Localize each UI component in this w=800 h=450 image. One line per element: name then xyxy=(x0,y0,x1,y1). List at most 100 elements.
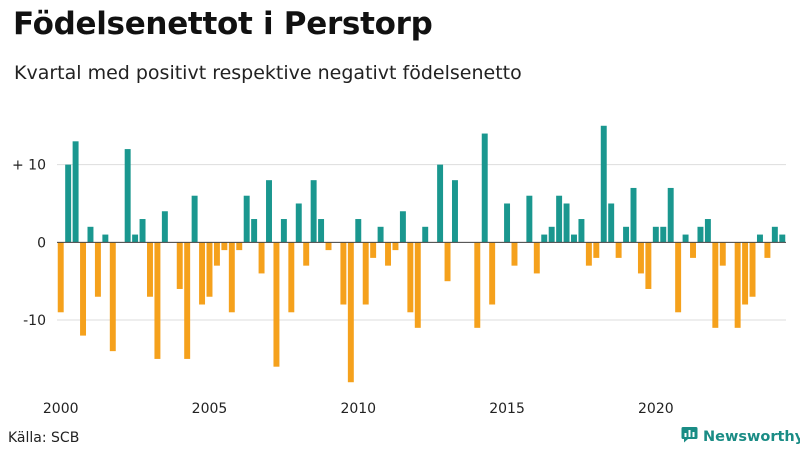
bar-2019Q2 xyxy=(630,187,637,243)
bar-2010Q4 xyxy=(377,226,384,243)
bar-2001Q4 xyxy=(109,242,116,352)
bar-2004Q1 xyxy=(176,242,183,289)
bar-2019Q4 xyxy=(645,242,652,289)
bar-2017Q2 xyxy=(571,234,577,243)
newsworthy-logo[interactable]: Newsworthy xyxy=(681,426,800,447)
bars xyxy=(57,125,786,383)
x-tick-label: 2020 xyxy=(638,401,674,417)
bar-2003Q1 xyxy=(147,242,153,297)
bar-2011Q1 xyxy=(385,242,392,266)
bar-2021Q1 xyxy=(682,234,689,243)
bar-2017Q1 xyxy=(563,203,570,243)
bar-2006Q4 xyxy=(258,242,265,274)
bar-2018Q2 xyxy=(600,125,607,243)
bar-2015Q2 xyxy=(511,242,518,266)
bar-2018Q3 xyxy=(608,203,615,243)
bar-2016Q1 xyxy=(533,242,540,274)
x-tick-label: 2005 xyxy=(192,401,228,417)
bar-2019Q1 xyxy=(623,226,630,243)
bar-2007Q4 xyxy=(288,242,295,313)
bar-2000Q4 xyxy=(80,242,87,336)
bar-2020Q3 xyxy=(667,187,674,243)
bar-2023Q2 xyxy=(749,242,756,297)
bar-2021Q2 xyxy=(690,242,696,258)
bar-2012Q2 xyxy=(422,226,429,243)
bar-2000Q2 xyxy=(65,164,72,243)
bar-2002Q3 xyxy=(132,234,139,243)
bar-2017Q3 xyxy=(578,219,585,243)
brand-label: Newsworthy xyxy=(703,428,800,445)
axes: + 10 0 -10 2000 2005 2010 2015 2020 xyxy=(12,158,786,417)
bar-2001Q3 xyxy=(102,234,109,243)
bar-2020Q1 xyxy=(652,226,659,243)
source-note: Källa: SCB xyxy=(8,430,80,446)
bar-2015Q1 xyxy=(504,203,511,243)
bar-2020Q2 xyxy=(660,226,667,243)
bar-2006Q3 xyxy=(251,219,258,243)
bar-2012Q4 xyxy=(437,164,444,243)
bar-2008Q4 xyxy=(318,219,325,243)
bar-2005Q4 xyxy=(228,242,235,313)
bar-2002Q4 xyxy=(139,219,146,243)
bar-2000Q1 xyxy=(57,242,64,313)
bar-2010Q3 xyxy=(370,242,377,258)
bar-2005Q2 xyxy=(213,242,220,266)
y-tick-label: + 10 xyxy=(12,158,46,174)
x-tick-label: 2015 xyxy=(489,401,525,417)
bar-2013Q1 xyxy=(444,242,451,282)
bar-2008Q3 xyxy=(310,180,317,243)
bar-2018Q1 xyxy=(593,242,600,258)
bar-2020Q4 xyxy=(675,242,682,313)
bar-2012Q1 xyxy=(414,242,421,328)
bar-2003Q3 xyxy=(161,211,168,243)
y-tick-label: -10 xyxy=(23,313,46,329)
bar-2006Q2 xyxy=(243,195,250,243)
bar-2000Q3 xyxy=(72,141,79,243)
bar-2007Q3 xyxy=(280,219,287,243)
bar-2009Q3 xyxy=(340,242,347,305)
bar-2024Q1 xyxy=(771,226,778,243)
bar-2022Q2 xyxy=(719,242,726,266)
bar-2016Q2 xyxy=(541,234,548,243)
bar-2022Q1 xyxy=(712,242,719,328)
bar-2010Q2 xyxy=(362,242,369,305)
bar-2001Q1 xyxy=(87,226,94,243)
chart-title: Födelsenettot i Perstorp xyxy=(13,6,433,42)
bar-2017Q4 xyxy=(585,242,592,266)
bar-2004Q4 xyxy=(199,242,206,305)
bar-2023Q1 xyxy=(742,242,749,305)
bar-2019Q3 xyxy=(637,242,644,274)
bar-2021Q4 xyxy=(704,219,711,243)
bar-2016Q3 xyxy=(548,226,555,243)
bar-2009Q1 xyxy=(325,242,332,251)
bar-2005Q3 xyxy=(221,242,228,251)
bar-2007Q2 xyxy=(273,242,280,367)
bar-2008Q2 xyxy=(303,242,310,266)
bar-2011Q4 xyxy=(407,242,414,313)
bar-2005Q1 xyxy=(206,242,213,297)
bar-2022Q4 xyxy=(734,242,741,328)
bar-2011Q3 xyxy=(399,211,406,243)
bar-2007Q1 xyxy=(266,180,272,243)
bar-2024Q2 xyxy=(779,234,786,243)
bar-2003Q2 xyxy=(154,242,161,359)
bar-2004Q3 xyxy=(191,195,198,243)
bar-2011Q2 xyxy=(392,242,399,251)
x-tick-label: 2000 xyxy=(43,401,79,417)
bar-2023Q4 xyxy=(764,242,771,258)
bar-2008Q1 xyxy=(295,203,302,243)
bar-2001Q2 xyxy=(94,242,101,297)
bar-2014Q1 xyxy=(474,242,481,328)
bar-2002Q2 xyxy=(124,149,131,243)
bar-2016Q4 xyxy=(556,195,563,243)
bar-chart-logo-icon xyxy=(681,426,698,447)
y-tick-label: 0 xyxy=(37,235,46,251)
bar-2023Q3 xyxy=(756,234,763,243)
bar-2009Q4 xyxy=(347,242,354,383)
bar-2004Q2 xyxy=(184,242,191,359)
bar-2013Q2 xyxy=(451,180,458,243)
bar-2014Q2 xyxy=(481,133,488,243)
bar-2018Q4 xyxy=(615,242,622,258)
bar-2021Q3 xyxy=(697,226,704,243)
